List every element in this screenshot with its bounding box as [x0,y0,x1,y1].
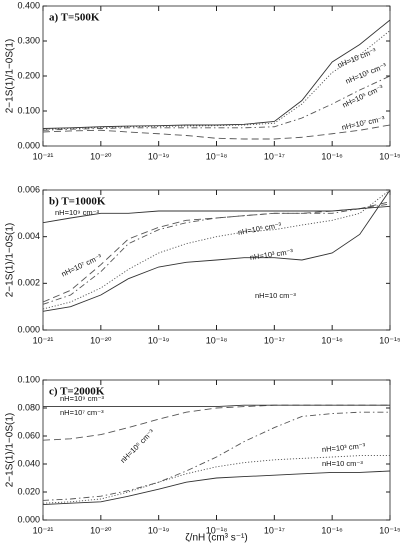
series-label: nH=10⁷ cm⁻³ [60,252,104,279]
series-line [42,75,391,131]
panel-title: c) T=2000K [49,386,105,398]
x-tick-label: 10⁻²¹ [33,335,54,345]
x-tick-label: 10⁻¹⁵ [379,525,400,535]
series-label: nH=10⁹ cm⁻³ [55,208,100,217]
series-label: nH=10³ cm⁻³ [249,247,294,262]
x-axis-label: ζ/nH (cm³ s⁻¹) [185,533,247,544]
x-tick-label: 10⁻¹⁸ [206,335,228,345]
x-tick-label: 10⁻¹⁷ [264,525,285,535]
x-tick-label: 10⁻¹⁹ [148,151,170,161]
x-tick-label: 10⁻¹⁸ [206,525,228,535]
y-tick-label: 0.006 [17,184,40,194]
x-tick-label: 10⁻¹⁵ [379,335,400,345]
y-tick-label: 0.000 [17,514,40,524]
y-tick-label: 0.400 [17,0,40,10]
series-line [42,470,391,506]
x-tick-label: 10⁻¹⁶ [321,335,343,345]
series-line [42,19,391,129]
x-tick-label: 10⁻¹⁷ [264,151,285,161]
series-label: nH=10⁹ cm⁻³ [60,394,105,403]
y-tick-label: 0.000 [17,324,40,334]
y-tick-label: 0.002 [17,278,40,288]
x-tick-label: 10⁻²⁰ [90,335,112,345]
series-line [42,189,391,310]
y-tick-label: 0.060 [17,430,40,440]
x-tick-label: 10⁻²⁰ [90,151,112,161]
series-label: nH=10⁵ cm⁻³ [118,427,156,465]
y-tick-label: 0.080 [17,402,40,412]
x-tick-label: 10⁻¹⁸ [206,151,228,161]
series-label: nH=10 cm⁻³ [322,459,363,468]
y-axis-label: 2−1S(1)/1−0S(1) [5,413,16,488]
y-axis-label: 2−1S(1)/1−0S(1) [5,39,16,114]
series-label: nH=10³ cm⁻³ [322,441,366,454]
panel-title: a) T=500K [49,12,100,24]
series-line [42,205,391,224]
y-tick-label: 0.300 [17,35,40,45]
y-tick-label: 0.020 [17,486,40,496]
x-tick-label: 10⁻²¹ [33,151,54,161]
panel-title: b) T=1000K [49,196,106,208]
y-axis-label: 2−1S(1)/1−0S(1) [5,223,16,298]
x-tick-label: 10⁻¹⁶ [321,525,343,535]
y-tick-label: 0.100 [17,374,40,384]
x-tick-label: 10⁻¹⁹ [148,525,170,535]
series-line [42,411,390,501]
series-line [42,30,391,130]
series-label: nH=10⁵ cm⁻³ [237,220,282,237]
series-label: nH=10⁷ cm⁻³ [60,408,104,417]
x-tick-label: 10⁻¹⁶ [321,151,343,161]
x-tick-label: 10⁻¹⁵ [379,151,400,161]
series-line [42,124,391,140]
series-line [42,189,391,312]
y-tick-label: 0.000 [17,140,40,150]
series-line [42,455,390,504]
x-tick-label: 10⁻¹⁹ [148,335,170,345]
x-tick-label: 10⁻²⁰ [90,525,112,535]
y-tick-label: 0.040 [17,458,40,468]
series-line [43,404,390,408]
y-tick-label: 0.100 [17,105,40,115]
x-tick-label: 10⁻²¹ [33,525,54,535]
series-label: nH=10 cm⁻³ [255,291,296,300]
y-tick-label: 0.004 [17,231,40,241]
x-tick-label: 10⁻¹⁷ [264,335,285,345]
y-tick-label: 0.200 [17,70,40,80]
